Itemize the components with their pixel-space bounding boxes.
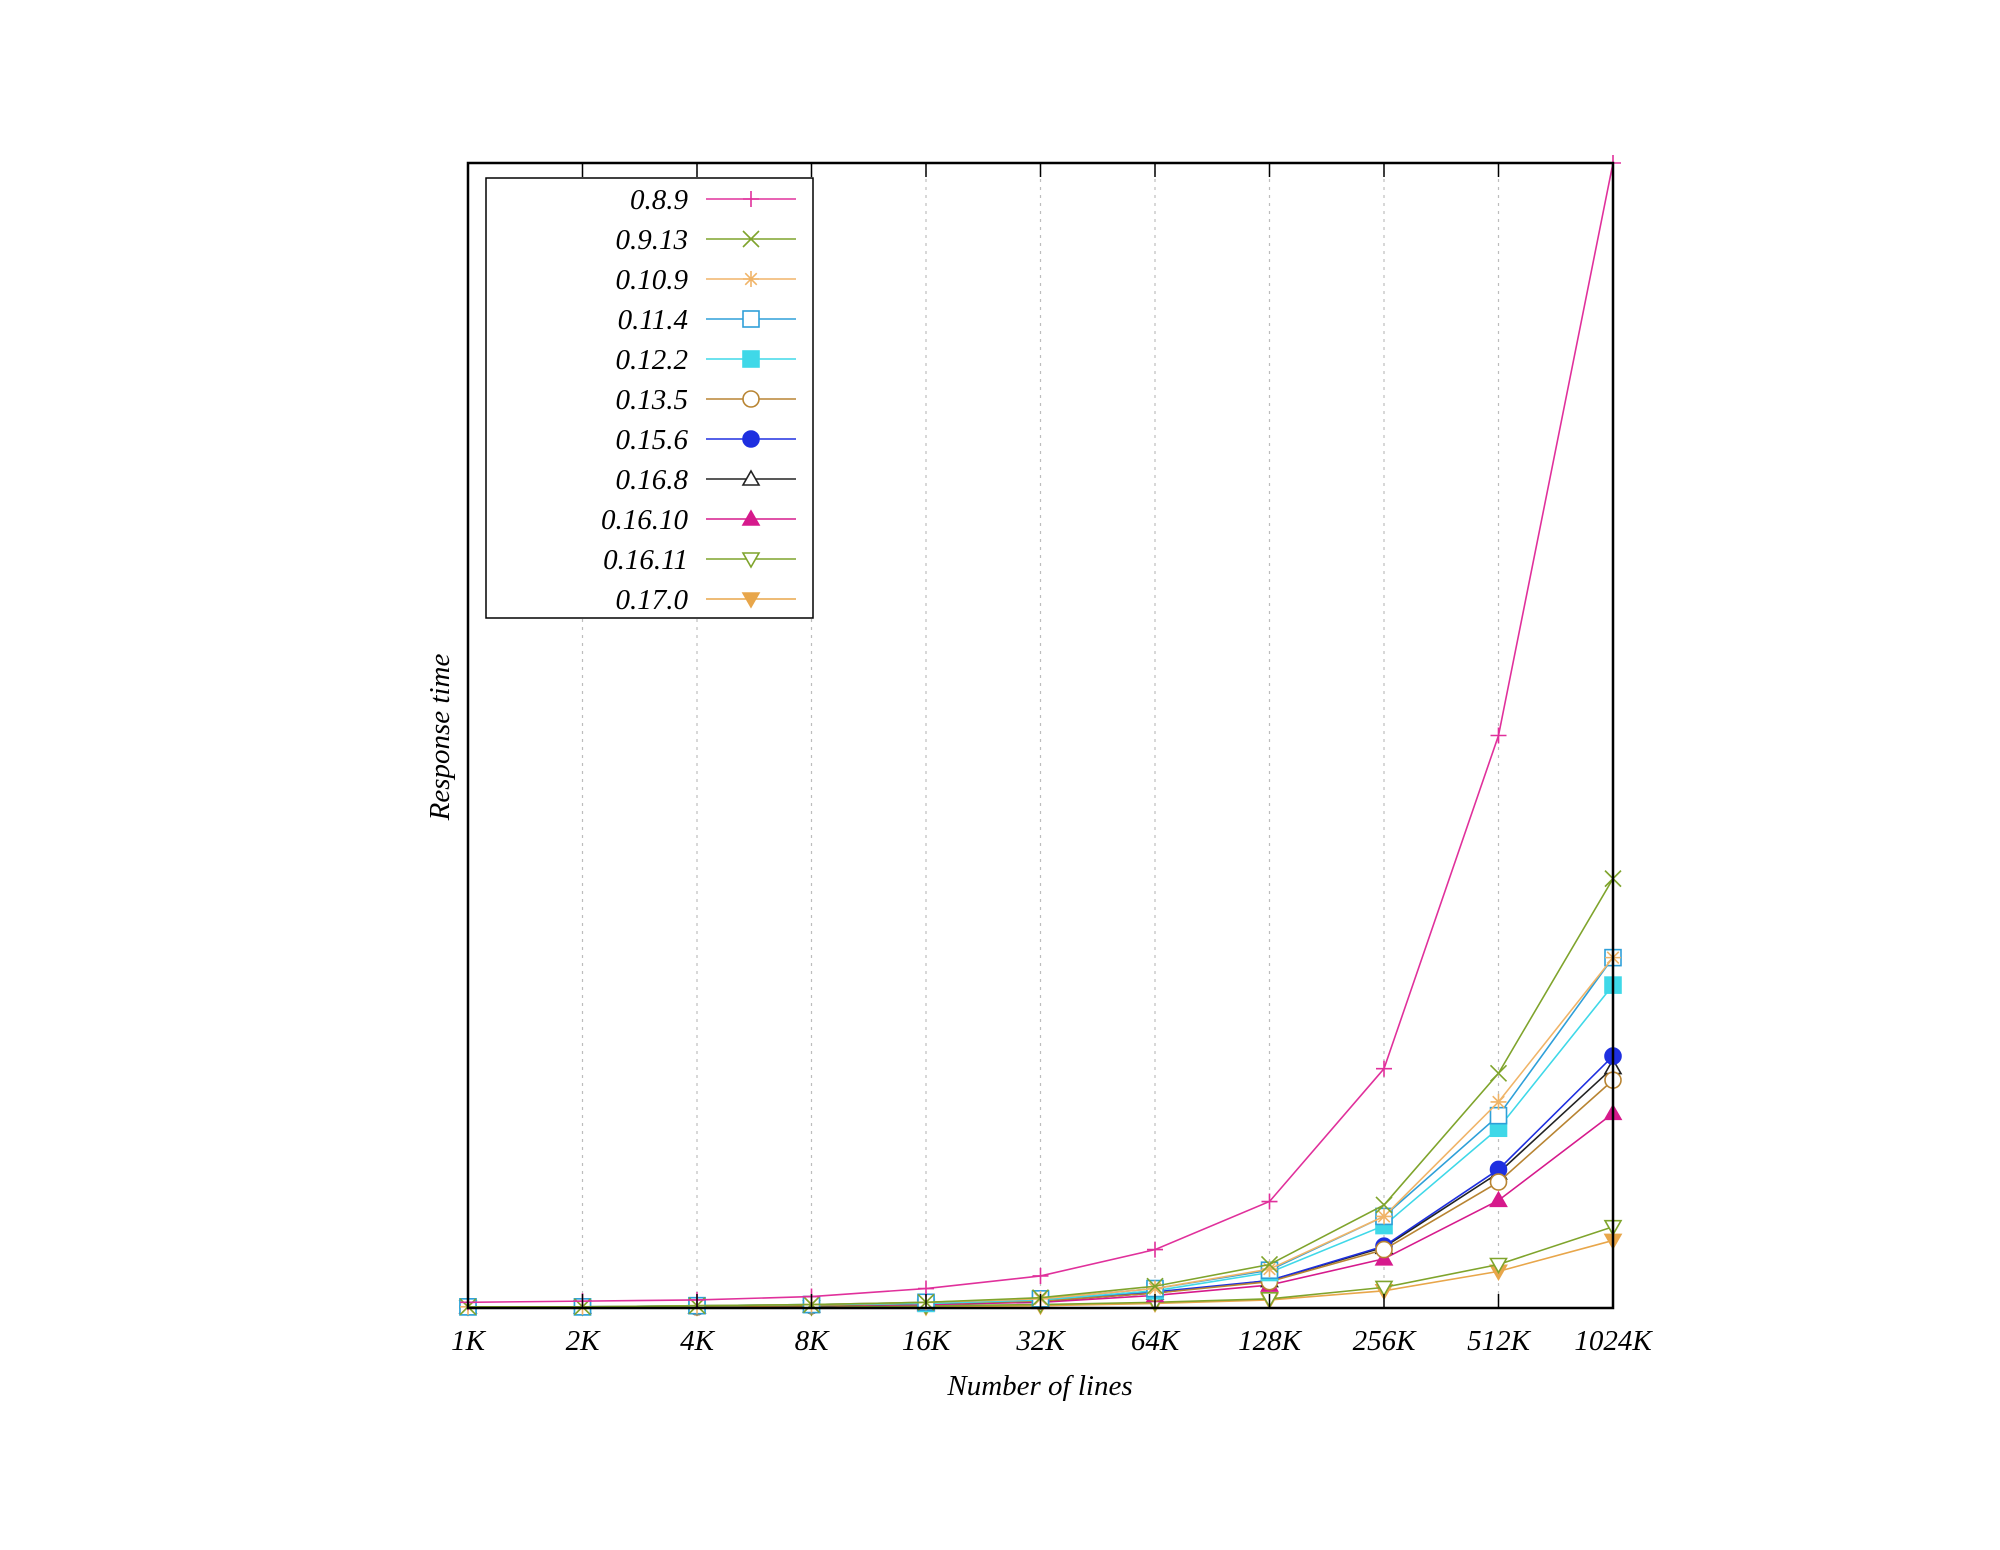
legend-item: 0.16.8	[616, 464, 796, 496]
legend-marker	[741, 469, 761, 486]
x-tick-label: 2K	[566, 1325, 602, 1357]
x-tick-label: 4K	[680, 1325, 716, 1357]
data-point	[1489, 1173, 1508, 1191]
legend-item: 0.13.5	[616, 384, 796, 416]
legend-marker	[742, 230, 760, 248]
data-point	[1489, 1106, 1508, 1125]
legend-label: 0.11.4	[618, 304, 688, 336]
data-point	[1032, 1267, 1049, 1284]
data-point	[1376, 1208, 1392, 1225]
legend-label: 0.10.9	[616, 264, 689, 296]
legend-label: 0.16.10	[601, 504, 689, 536]
data-point	[1147, 1241, 1163, 1258]
legend-label: 0.16.11	[603, 544, 688, 576]
legend-label: 0.12.2	[616, 344, 689, 376]
x-tick-label: 32K	[1015, 1325, 1066, 1357]
legend-item: 0.9.13	[616, 224, 796, 256]
x-tick-label: 1K	[451, 1325, 487, 1357]
legend-label: 0.16.8	[616, 464, 689, 496]
x-tick-label: 1024K	[1574, 1325, 1653, 1357]
data-point	[1375, 1196, 1393, 1214]
data-point	[918, 1280, 934, 1297]
legend-marker	[741, 552, 761, 569]
legend-label: 0.15.6	[616, 424, 689, 456]
data-point	[1260, 1255, 1279, 1274]
data-point	[1261, 1193, 1278, 1210]
data-point	[1374, 1280, 1394, 1298]
series-line	[468, 984, 1614, 1308]
legend-marker	[741, 592, 761, 609]
x-tick-label: 16K	[902, 1325, 952, 1357]
data-point	[1146, 1277, 1164, 1295]
legend-item: 0.17.0	[616, 584, 796, 616]
x-tick-label: 512K	[1467, 1325, 1532, 1357]
data-point	[1490, 727, 1507, 744]
legend: 0.8.9 0.9.13 0.10.9 0.11.4 0.12.2 0.13.5 0.15.…	[485, 177, 814, 619]
x-axis-ticks: 1K 2K 4K 8K 16K 32K 64K 128K 256K 512K 1024K	[451, 163, 1653, 1357]
data-point	[1376, 1060, 1392, 1077]
legend-marker	[742, 350, 760, 368]
data-point	[1147, 1280, 1163, 1297]
x-tick-label: 8K	[795, 1325, 831, 1357]
x-axis-title: Number of lines	[946, 1370, 1132, 1402]
data-point	[1261, 1261, 1278, 1278]
legend-item: 0.16.10	[601, 504, 796, 536]
legend-marker	[741, 509, 761, 526]
legend-item: 0.11.4	[618, 304, 796, 336]
legend-label: 0.17.0	[616, 584, 689, 616]
data-point	[1489, 1190, 1508, 1208]
data-point	[1489, 1064, 1508, 1082]
legend-box	[485, 177, 814, 619]
y-axis-title: Response time	[424, 654, 456, 822]
series-0-8-9	[460, 155, 1621, 1311]
legend-marker	[742, 310, 760, 328]
legend-item: 0.10.9	[616, 264, 796, 296]
legend-marker	[743, 271, 759, 287]
legend-label: 0.9.13	[616, 224, 689, 256]
legend-item: 0.8.9	[630, 184, 796, 216]
legend-marker	[743, 191, 759, 207]
x-tick-label: 64K	[1131, 1325, 1181, 1357]
x-tick-label: 128K	[1238, 1325, 1303, 1357]
legend-item: 0.16.11	[603, 544, 796, 576]
legend-marker	[742, 430, 760, 448]
data-point	[1375, 1240, 1393, 1259]
legend-item: 0.12.2	[616, 344, 796, 376]
legend-item: 0.15.6	[616, 424, 796, 456]
x-tick-label: 256K	[1353, 1325, 1418, 1357]
data-point	[1490, 1093, 1507, 1110]
data-point	[1489, 1257, 1508, 1275]
legend-label: 0.8.9	[630, 184, 689, 216]
legend-marker	[742, 390, 760, 408]
legend-label: 0.13.5	[616, 384, 689, 416]
